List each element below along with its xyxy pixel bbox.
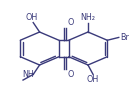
Text: OH: OH [26,13,38,22]
Text: O: O [68,70,74,79]
Text: Br: Br [120,33,129,42]
Text: O: O [68,18,74,27]
Text: NH: NH [23,70,34,79]
Text: OH: OH [87,75,99,84]
Text: NH₂: NH₂ [81,13,95,22]
